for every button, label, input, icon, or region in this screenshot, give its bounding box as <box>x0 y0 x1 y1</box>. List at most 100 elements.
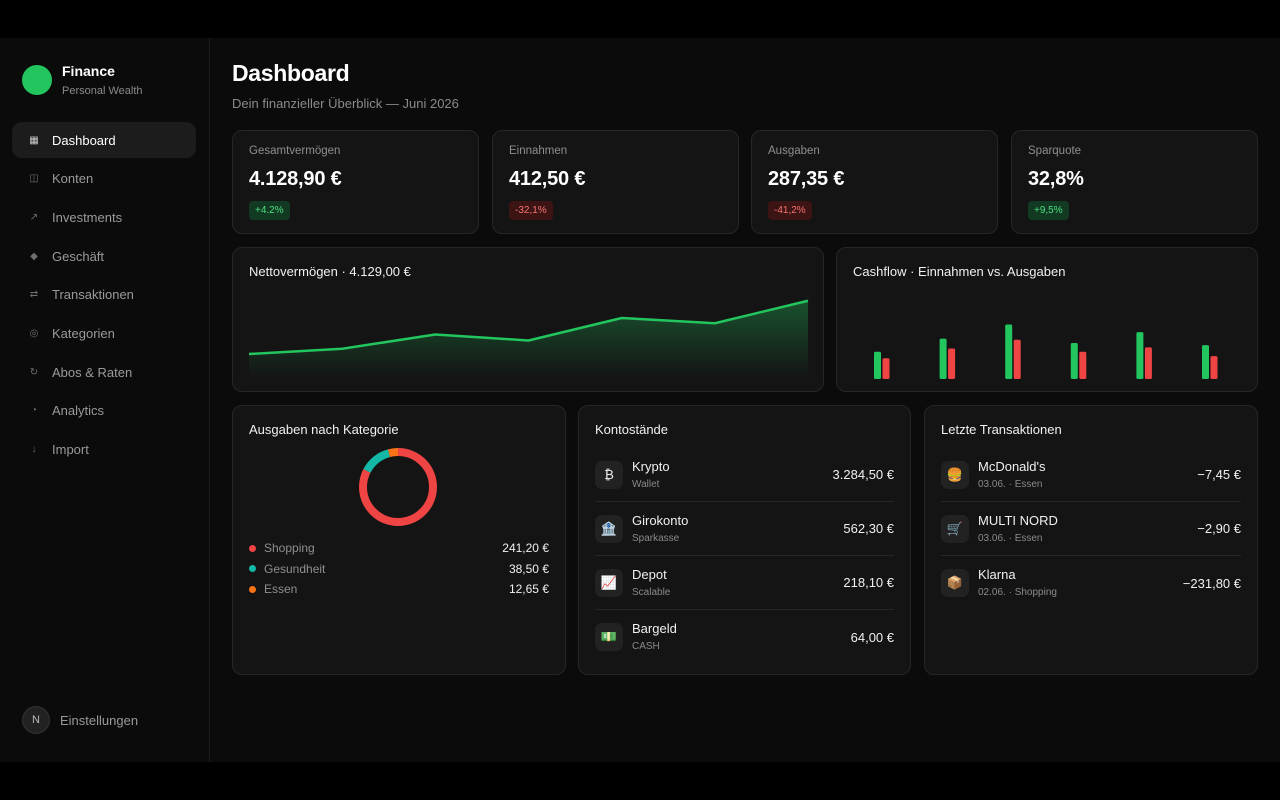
cashflow-bar-income <box>1005 324 1013 379</box>
bitcoin-icon: ₿ <box>595 460 623 489</box>
row-name: Bargeld <box>632 621 677 636</box>
stat-card[interactable]: Einnahmen 412,50 € -32,1% <box>492 130 739 234</box>
networth-area <box>249 300 808 378</box>
sidebar-item-dashboard[interactable]: ▦ Dashboard <box>12 122 196 158</box>
stat-label: Sparquote <box>1028 145 1082 157</box>
legend-item: Essen 12,65 € <box>249 579 549 600</box>
app-window: Finance Personal Wealth ▦ Dashboard ◫ Konte… <box>0 38 1280 762</box>
account-row[interactable]: 💵 Bargeld CASH 64,00 € <box>595 610 894 664</box>
stat-value: 4.128,90 € <box>249 168 342 190</box>
account-row[interactable]: 📈 Depot Scalable 218,10 € <box>595 556 894 610</box>
sidebar-item-label: Kategorien <box>52 325 115 341</box>
accounts-card: Kontostände ₿ Krypto Wallet 3.284,50 € 🏦 Giro… <box>578 405 911 675</box>
row-subtitle: Scalable <box>632 586 671 598</box>
sidebar-item-import[interactable]: ↓ Import <box>12 432 196 468</box>
brand[interactable]: Finance Personal Wealth <box>22 62 143 98</box>
stat-value: 32,8% <box>1028 168 1084 190</box>
networth-chart <box>248 299 809 378</box>
legend-name: Shopping <box>264 541 315 556</box>
cashflow-bar-expenses <box>1144 347 1152 379</box>
sidebar-item-konten[interactable]: ◫ Konten <box>12 161 196 197</box>
cashflow-bar-income <box>874 351 881 379</box>
transaction-row[interactable]: 📦 Klarna 02.06. · Shopping −231,80 € <box>941 556 1241 610</box>
stat-value: 412,50 € <box>509 168 586 190</box>
row-subtitle: 03.06. · Essen <box>978 478 1043 490</box>
row-amount: 64,00 € <box>850 629 894 645</box>
stat-card[interactable]: Gesamtvermögen 4.128,90 € +4.2% <box>232 130 479 234</box>
swap-icon: ⇄ <box>29 289 39 301</box>
main-content: Dashboard Dein finanzieller Überblick — … <box>232 38 1258 762</box>
row-subtitle: Wallet <box>632 478 660 490</box>
sidebar-item-transaktionen[interactable]: ⇄ Transaktionen <box>12 277 196 313</box>
account-row[interactable]: 🏦 Girokonto Sparkasse 562,30 € <box>595 502 894 556</box>
row-subtitle: 03.06. · Essen <box>978 532 1043 544</box>
accounts-list: ₿ Krypto Wallet 3.284,50 € 🏦 Girokonto Sparkas… <box>595 448 894 664</box>
sidebar-item-investments[interactable]: ↗ Investments <box>12 199 196 235</box>
stat-card[interactable]: Sparquote 32,8% +9,5% <box>1011 130 1258 234</box>
legend-dot <box>249 565 256 573</box>
arrow-down-icon: ↓ <box>31 444 37 455</box>
change-badge: -32,1% <box>509 201 553 220</box>
cashflow-bar-expenses <box>882 358 890 379</box>
sidebar-item-kategorien[interactable]: ◎ Kategorien <box>12 315 196 351</box>
row-amount: −231,80 € <box>1182 575 1241 591</box>
row-name: MULTI NORD <box>978 512 1058 528</box>
change-badge: +4.2% <box>249 201 290 220</box>
cashflow-bar-income <box>939 338 947 379</box>
row-subtitle: 02.06. · Shopping <box>978 587 1057 598</box>
row-name: Girokonto <box>632 512 689 528</box>
sidebar-item-label: Dashboard <box>52 132 116 148</box>
arrow-up-right-icon: ↗ <box>29 211 39 223</box>
sidebar-item-abos-raten[interactable]: ↻ Abos & Raten <box>12 354 196 390</box>
wallet-icon: ◫ <box>29 173 39 185</box>
legend-value: 38,50 € <box>508 561 549 576</box>
category-card: Ausgaben nach Kategorie Shopping 241,20 €… <box>232 405 566 675</box>
networth-card[interactable]: Nettovermögen · 4.129,00 € <box>232 247 824 392</box>
sidebar-item-label: Konten <box>52 171 94 187</box>
cashflow-bar-income <box>1202 345 1209 379</box>
category-donut-chart <box>359 448 437 526</box>
stat-label: Einnahmen <box>509 145 568 157</box>
networth-title: Nettovermögen · 4.129,00 € <box>249 264 411 279</box>
row-amount: 218,10 € <box>843 575 894 590</box>
legend-item: Gesundheit 38,50 € <box>249 559 549 580</box>
sidebar-item-geschäft[interactable]: ◆ Geschäft <box>12 238 196 274</box>
account-row[interactable]: ₿ Krypto Wallet 3.284,50 € <box>595 448 894 502</box>
sidebar-item-label: Transaktionen <box>52 287 134 303</box>
sidebar-item-label: Analytics <box>52 403 105 419</box>
grid-icon: ▦ <box>29 134 39 146</box>
row-subtitle: CASH <box>632 641 660 652</box>
cashflow-bar-expenses <box>1210 356 1218 379</box>
settings-button[interactable]: N Einstellungen <box>22 706 138 734</box>
sidebar-item-analytics[interactable]: ◔ Analytics <box>12 393 196 429</box>
cashflow-title: Cashflow · Einnahmen vs. Ausgaben <box>853 264 1066 279</box>
row-name: Krypto <box>632 458 670 474</box>
cashflow-bar-income <box>1136 332 1144 379</box>
brand-name: Finance <box>62 63 115 79</box>
stat-card[interactable]: Ausgaben 287,35 € -41,2% <box>751 130 998 234</box>
chart-icon: 📈 <box>595 568 623 597</box>
transaction-row[interactable]: 🛒 MULTI NORD 03.06. · Essen −2,90 € <box>941 502 1241 556</box>
legend-name: Gesundheit <box>264 561 326 576</box>
legend-dot <box>249 585 256 593</box>
legend-item: Shopping 241,20 € <box>249 538 549 559</box>
category-legend: Shopping 241,20 € Gesundheit 38,50 € Essen 12… <box>249 538 549 600</box>
row-amount: 562,30 € <box>843 521 894 536</box>
cashflow-bar-income <box>1070 343 1078 379</box>
package-icon: 📦 <box>941 569 969 597</box>
cashflow-bar-expenses <box>1079 351 1087 379</box>
cash-icon: 💵 <box>595 623 623 651</box>
transaction-row[interactable]: 🍔 McDonald's 03.06. · Essen −7,45 € <box>941 448 1241 502</box>
stat-label: Gesamtvermögen <box>249 145 341 157</box>
sidebar-item-label: Investments <box>52 209 123 225</box>
avatar: N <box>22 706 50 734</box>
row-amount: −2,90 € <box>1197 521 1241 536</box>
page-subtitle: Dein finanzieller Überblick — Juni 2026 <box>232 96 459 111</box>
change-badge: +9,5% <box>1028 201 1069 220</box>
row-name: Depot <box>632 566 667 582</box>
transactions-card: Letzte Transaktionen 🍔 McDonald's 03.06. ·… <box>924 405 1258 675</box>
donut-segment <box>359 448 437 526</box>
cashflow-card[interactable]: Cashflow · Einnahmen vs. Ausgaben <box>836 247 1258 392</box>
bank-icon: 🏦 <box>595 514 623 543</box>
brand-logo <box>22 65 52 95</box>
